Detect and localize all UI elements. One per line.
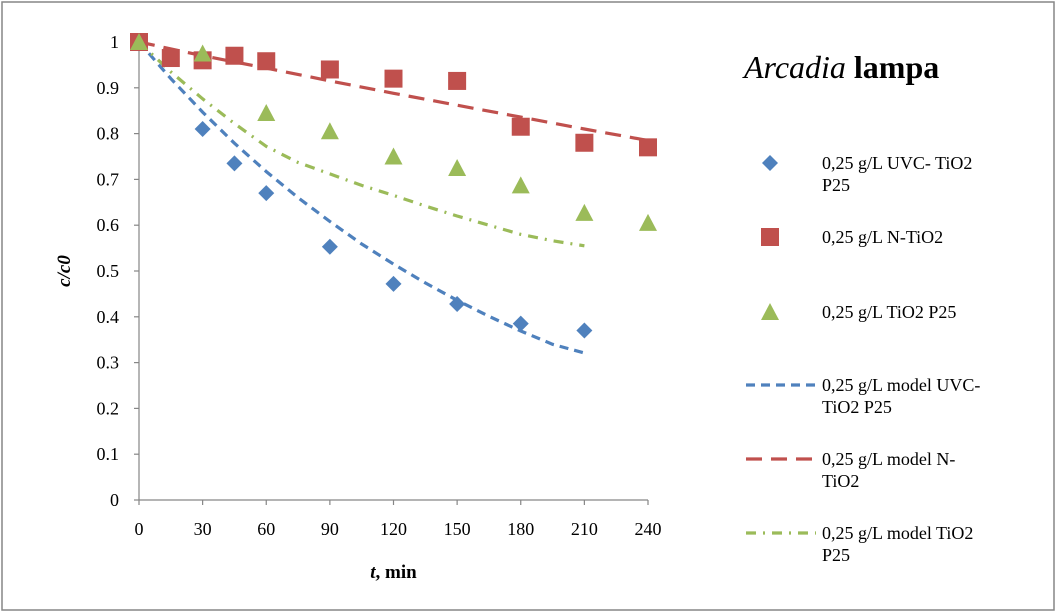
y-tick-label: 0.6 xyxy=(97,215,120,235)
data-point-s2 xyxy=(448,158,467,176)
series-line-4 xyxy=(138,40,649,143)
legend-label-3: TiO2 P25 xyxy=(822,397,892,417)
data-point-s2 xyxy=(320,122,339,140)
data-point-s0 xyxy=(258,185,275,202)
legend-label-5: P25 xyxy=(822,545,850,565)
legend-label-2: 0,25 g/L TiO2 P25 xyxy=(822,302,956,322)
data-point-s1 xyxy=(161,49,180,68)
axes: 0 0.1 0.2 0.3 0.4 0.5 0.6 0.7 0.8 0.9 1 0 30 60 90 120 1… xyxy=(54,32,662,583)
data-point-s1 xyxy=(511,117,530,136)
chart-title-part: lampa xyxy=(846,49,939,85)
series-line-5 xyxy=(137,40,585,248)
x-tick-label: 120 xyxy=(380,519,407,539)
y-tick-label: 0.4 xyxy=(97,307,120,327)
x-axis-title-part: , min xyxy=(376,562,418,583)
data-point-s0 xyxy=(385,275,402,292)
legend-marker-2 xyxy=(761,303,779,320)
y-tick-label: 0.7 xyxy=(97,169,120,189)
chart-title-group: Arcadia lampa xyxy=(742,49,939,85)
data-point-s0 xyxy=(194,121,211,138)
y-tick-label: 1 xyxy=(110,32,119,52)
legend-label-0: P25 xyxy=(822,175,850,195)
x-axis-title: t, min xyxy=(370,562,417,583)
data-point-s2 xyxy=(575,203,594,221)
data-point-s1 xyxy=(448,71,467,90)
data-point-s0 xyxy=(576,322,593,339)
data-point-s1 xyxy=(320,60,339,79)
data-point-s2 xyxy=(384,147,403,165)
y-tick-label: 0.9 xyxy=(97,78,120,98)
data-point-s0 xyxy=(449,295,466,312)
legend-label-1: 0,25 g/L N-TiO2 xyxy=(822,227,943,247)
data-point-s1 xyxy=(257,52,276,71)
data-point-s1 xyxy=(384,69,403,88)
x-tick-label: 60 xyxy=(257,519,275,539)
series-line-3 xyxy=(137,40,585,355)
y-axis-title: c/c0 xyxy=(54,255,75,287)
x-tick-label: 240 xyxy=(635,519,662,539)
x-tick-label: 90 xyxy=(321,519,339,539)
data-point-s0 xyxy=(321,238,338,255)
x-axis-title-part: t xyxy=(370,562,376,583)
x-tick-label: 180 xyxy=(507,519,534,539)
data-point-s2 xyxy=(511,176,530,194)
legend-label-0: 0,25 g/L UVC- TiO2 xyxy=(822,153,972,173)
y-tick-label: 0.3 xyxy=(97,353,120,373)
y-tick-label: 0.2 xyxy=(97,398,120,418)
y-tick-label: 0.8 xyxy=(97,124,120,144)
data-point-s1 xyxy=(575,133,594,152)
model-lines xyxy=(137,40,649,355)
legend-label-4: 0,25 g/L model N- xyxy=(822,449,955,469)
x-tick-label: 30 xyxy=(194,519,212,539)
data-point-s0 xyxy=(226,155,243,172)
chart-title: Arcadia lampa xyxy=(742,49,939,85)
data-points xyxy=(130,33,657,339)
y-tick-label: 0 xyxy=(110,490,119,510)
data-point-s2 xyxy=(193,44,212,62)
y-tick-label: 0.1 xyxy=(97,444,120,464)
legend-label-4: TiO2 xyxy=(822,471,859,491)
legend-marker-0 xyxy=(762,155,778,171)
x-tick-label: 150 xyxy=(444,519,471,539)
data-point-s2 xyxy=(257,103,276,121)
data-point-s0 xyxy=(512,315,529,332)
x-tick-label: 210 xyxy=(571,519,598,539)
data-point-s1 xyxy=(225,46,244,65)
legend-marker-1 xyxy=(761,228,779,246)
data-point-s2 xyxy=(639,213,657,231)
legend-label-3: 0,25 g/L model UVC- xyxy=(822,375,980,395)
legend-label-5: 0,25 g/L model TiO2 xyxy=(822,523,973,543)
y-tick-label: 0.5 xyxy=(97,261,120,281)
x-tick-label: 0 xyxy=(135,519,144,539)
chart-title-part: Arcadia xyxy=(742,49,846,85)
data-point-s2 xyxy=(130,33,148,50)
data-point-s1 xyxy=(639,138,657,157)
